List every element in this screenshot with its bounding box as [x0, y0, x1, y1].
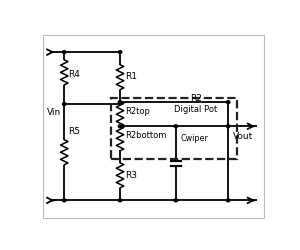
Circle shape [118, 101, 122, 104]
Circle shape [118, 51, 122, 53]
Text: R2bottom: R2bottom [125, 132, 166, 140]
Text: Cwiper: Cwiper [181, 134, 208, 143]
Circle shape [118, 125, 122, 128]
Text: R2: R2 [190, 94, 202, 103]
Circle shape [62, 199, 66, 202]
Circle shape [62, 103, 66, 106]
Text: Vout: Vout [233, 132, 253, 141]
Text: Digital Pot: Digital Pot [174, 105, 217, 114]
Text: R1: R1 [125, 72, 137, 81]
Circle shape [174, 125, 178, 128]
FancyBboxPatch shape [43, 35, 264, 218]
Text: Vin: Vin [47, 108, 61, 117]
Text: R2top: R2top [125, 107, 150, 116]
Circle shape [62, 51, 66, 53]
Circle shape [226, 199, 230, 202]
Text: R3: R3 [125, 171, 137, 180]
Circle shape [174, 199, 178, 202]
Text: R5: R5 [68, 126, 80, 136]
Text: R4: R4 [68, 70, 80, 79]
Circle shape [226, 101, 230, 104]
Circle shape [226, 125, 230, 128]
Circle shape [118, 199, 122, 202]
